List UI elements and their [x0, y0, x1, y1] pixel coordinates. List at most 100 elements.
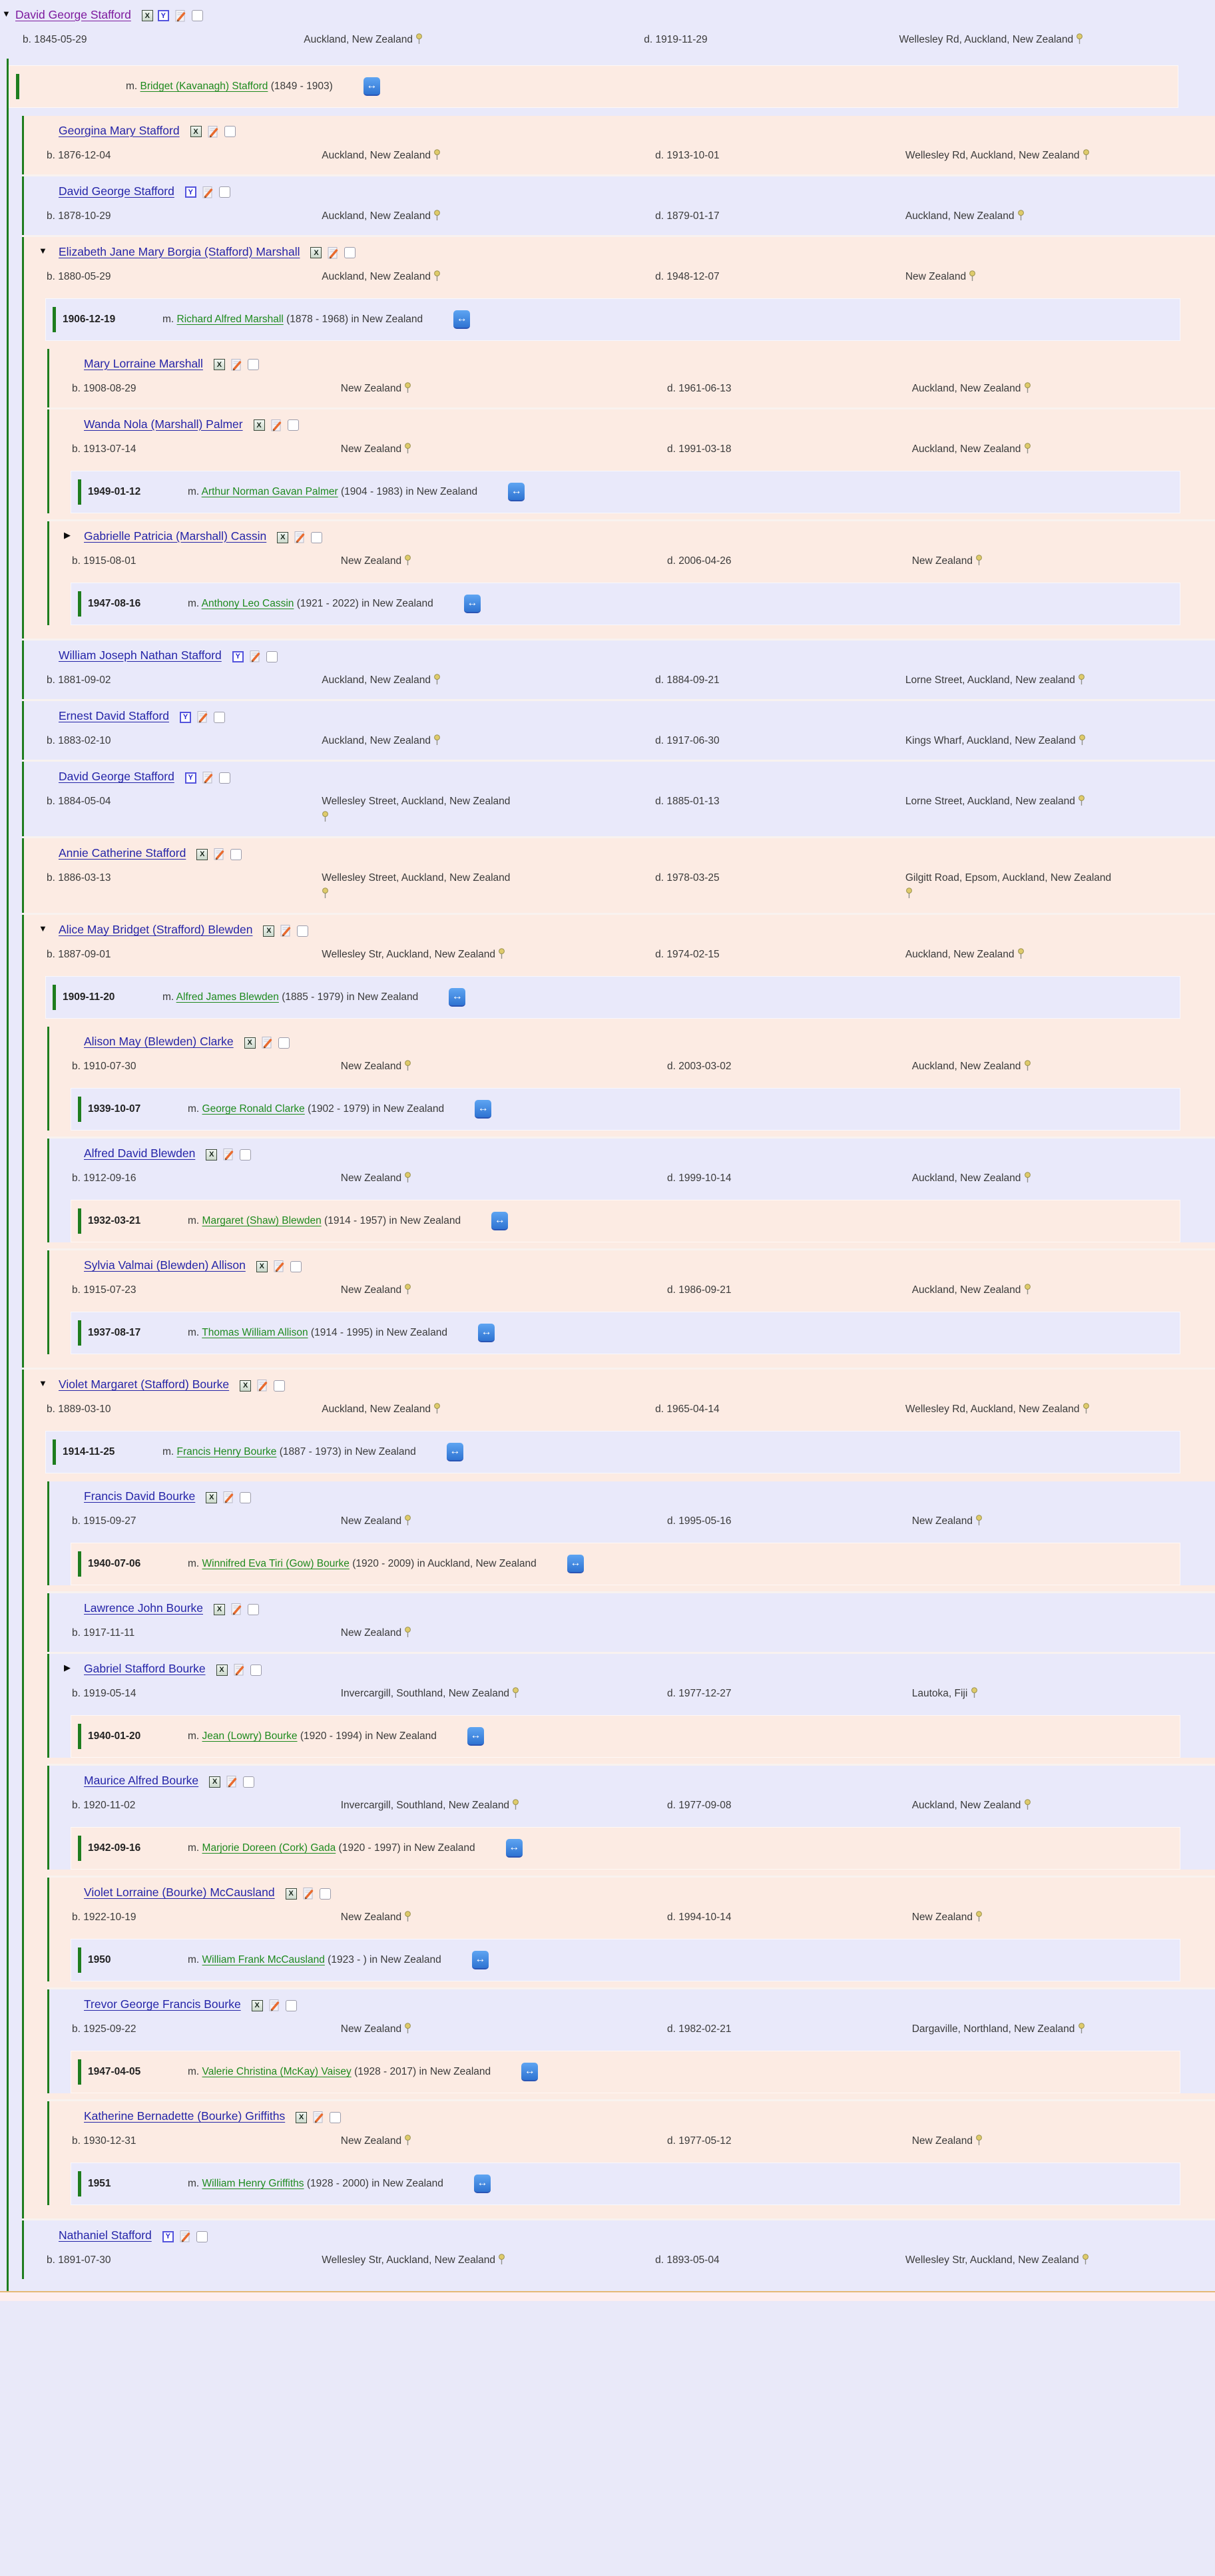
x-dna-icon[interactable]: X [277, 531, 289, 543]
x-dna-icon[interactable]: X [251, 1999, 263, 2011]
select-checkbox[interactable] [247, 359, 259, 371]
spouse-name-link[interactable]: Margaret (Shaw) Blewden [202, 1215, 322, 1227]
spouse-name-link[interactable]: Thomas William Allison [202, 1327, 308, 1339]
person-name-link[interactable]: Lawrence John Bourke [84, 1601, 203, 1615]
select-checkbox[interactable] [196, 2230, 208, 2242]
y-dna-icon[interactable]: Y [232, 650, 244, 662]
person-name-link[interactable]: Annie Catherine Stafford [59, 846, 186, 860]
edit-pencil-icon[interactable] [196, 710, 209, 724]
place-pin-icon[interactable] [404, 2135, 411, 2146]
spouse-name-link[interactable]: Jean (Lowry) Bourke [202, 1730, 298, 1742]
select-checkbox[interactable] [285, 1999, 297, 2011]
place-pin-icon[interactable] [1078, 2023, 1085, 2034]
edit-pencil-icon[interactable] [201, 771, 214, 784]
select-checkbox[interactable] [311, 531, 323, 543]
edit-pencil-icon[interactable] [225, 1775, 238, 1788]
edit-pencil-icon[interactable] [326, 246, 340, 260]
place-pin-icon[interactable] [404, 1284, 411, 1295]
spouse-name-link[interactable]: Anthony Leo Cassin [201, 598, 294, 610]
place-pin-icon[interactable] [404, 443, 411, 454]
person-name-link[interactable]: David George Stafford [15, 8, 131, 21]
select-checkbox[interactable] [344, 247, 356, 259]
edit-pencil-icon[interactable] [232, 1663, 246, 1676]
compare-arrows-button[interactable]: ↔ [463, 595, 481, 614]
place-pin-icon[interactable] [1024, 1172, 1031, 1183]
x-dna-icon[interactable]: X [285, 1888, 297, 1900]
select-checkbox[interactable] [240, 1149, 252, 1160]
expand-toggle-icon[interactable]: ▶ [64, 1663, 71, 1673]
compare-arrows-button[interactable]: ↔ [567, 1555, 584, 1574]
collapse-toggle-icon[interactable]: ▼ [39, 923, 47, 934]
place-pin-icon[interactable] [404, 2023, 411, 2034]
spouse-name-link[interactable]: Valerie Christina (McKay) Vaisey [202, 2066, 352, 2078]
select-checkbox[interactable] [266, 650, 278, 662]
person-name-link[interactable]: Alice May Bridget (Strafford) Blewden [59, 923, 253, 937]
place-pin-icon[interactable] [975, 1515, 983, 1526]
place-pin-icon[interactable] [322, 811, 329, 822]
compare-arrows-button[interactable]: ↔ [449, 988, 466, 1007]
place-pin-icon[interactable] [404, 1172, 411, 1183]
place-pin-icon[interactable] [322, 888, 329, 899]
person-name-link[interactable]: Violet Lorraine (Bourke) McCausland [84, 1886, 275, 1900]
select-checkbox[interactable] [214, 711, 226, 723]
edit-pencil-icon[interactable] [206, 125, 220, 138]
place-pin-icon[interactable] [969, 270, 976, 282]
edit-pencil-icon[interactable] [260, 1036, 274, 1049]
place-pin-icon[interactable] [1083, 149, 1090, 160]
select-checkbox[interactable] [278, 1037, 290, 1049]
select-checkbox[interactable] [218, 186, 230, 198]
place-pin-icon[interactable] [971, 1687, 978, 1698]
edit-pencil-icon[interactable] [230, 1603, 243, 1616]
x-dna-icon[interactable]: X [263, 925, 275, 937]
spouse-name-link[interactable]: Bridget (Kavanagh) Stafford [140, 81, 268, 93]
edit-pencil-icon[interactable] [293, 531, 306, 544]
spouse-name-link[interactable]: Richard Alfred Marshall [176, 314, 284, 326]
place-pin-icon[interactable] [404, 1515, 411, 1526]
place-pin-icon[interactable] [404, 1911, 411, 1922]
select-checkbox[interactable] [287, 419, 299, 431]
x-dna-icon[interactable]: X [209, 1776, 221, 1788]
x-dna-icon[interactable]: X [206, 1491, 218, 1503]
compare-arrows-button[interactable]: ↔ [446, 1443, 463, 1462]
select-checkbox[interactable] [330, 2111, 342, 2123]
place-pin-icon[interactable] [433, 149, 441, 160]
select-checkbox[interactable] [218, 772, 230, 784]
edit-pencil-icon[interactable] [270, 419, 283, 432]
compare-arrows-button[interactable]: ↔ [521, 2063, 539, 2082]
place-pin-icon[interactable] [433, 674, 441, 685]
place-pin-icon[interactable] [512, 1799, 519, 1810]
select-checkbox[interactable] [250, 1664, 262, 1676]
spouse-name-link[interactable]: George Ronald Clarke [202, 1103, 305, 1115]
person-name-link[interactable]: Gabriel Stafford Bourke [84, 1662, 206, 1676]
select-checkbox[interactable] [248, 1603, 259, 1615]
place-pin-icon[interactable] [1079, 734, 1086, 746]
edit-pencil-icon[interactable] [272, 1260, 286, 1273]
place-pin-icon[interactable] [498, 2254, 505, 2265]
person-name-link[interactable]: Mary Lorraine Marshall [84, 357, 203, 371]
edit-pencil-icon[interactable] [248, 650, 262, 663]
person-name-link[interactable]: Nathaniel Stafford [59, 2228, 152, 2242]
y-dna-icon[interactable]: Y [180, 711, 192, 723]
person-name-link[interactable]: Francis David Bourke [84, 1489, 196, 1503]
place-pin-icon[interactable] [512, 1687, 519, 1698]
place-pin-icon[interactable] [433, 1403, 441, 1414]
place-pin-icon[interactable] [1076, 33, 1083, 45]
edit-pencil-icon[interactable] [222, 1148, 235, 1161]
compare-arrows-button[interactable]: ↔ [475, 1100, 492, 1119]
place-pin-icon[interactable] [404, 555, 411, 566]
place-pin-icon[interactable] [433, 270, 441, 282]
x-dna-icon[interactable]: X [196, 848, 208, 860]
x-dna-icon[interactable]: X [214, 1603, 225, 1615]
y-dna-icon[interactable]: Y [184, 772, 196, 784]
edit-pencil-icon[interactable] [312, 2111, 325, 2124]
y-dna-icon[interactable]: Y [184, 186, 196, 198]
select-checkbox[interactable] [230, 848, 242, 860]
x-dna-icon[interactable]: X [244, 1037, 256, 1049]
place-pin-icon[interactable] [1024, 1284, 1031, 1295]
place-pin-icon[interactable] [1024, 443, 1031, 454]
y-dna-icon[interactable]: Y [162, 2230, 174, 2242]
select-checkbox[interactable] [243, 1776, 255, 1788]
spouse-name-link[interactable]: Marjorie Doreen (Cork) Gada [202, 1842, 336, 1854]
edit-pencil-icon[interactable] [201, 186, 214, 199]
place-pin-icon[interactable] [498, 948, 505, 959]
